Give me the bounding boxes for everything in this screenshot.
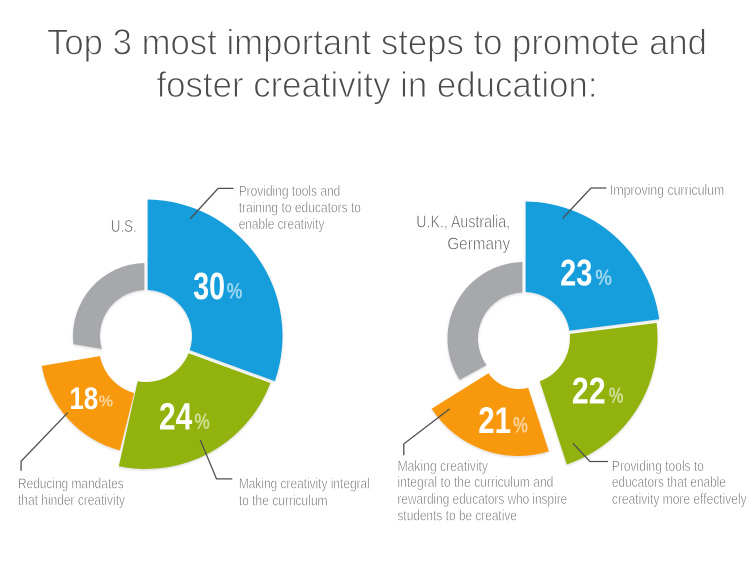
svg-text:Making creativity: Making creativity [398,459,489,475]
svg-text:%: % [513,413,528,438]
svg-text:Providing tools and: Providing tools and [239,184,341,200]
svg-text:U.S.: U.S. [111,216,137,236]
svg-text:Germany: Germany [447,234,510,254]
svg-text:Providing tools to: Providing tools to [612,459,704,475]
svg-text:Improving curriculum: Improving curriculum [610,183,724,199]
svg-text:to the curriculum: to the curriculum [239,494,328,510]
svg-text:U.K., Australia,: U.K., Australia, [416,211,510,231]
svg-text:creativity more effectively: creativity more effectively [612,492,747,508]
svg-text:that hinder creativity: that hinder creativity [18,493,126,509]
svg-text:%: % [194,409,209,434]
svg-text:%: % [99,394,114,411]
svg-text:integral to the curriculum and: integral to the curriculum and [398,475,554,491]
svg-text:students to be creative: students to be creative [398,509,517,525]
svg-text:Top 3 most important steps to: Top 3 most important steps to promote an… [47,22,707,63]
svg-text:%: % [609,383,624,408]
svg-text:22: 22 [572,370,606,412]
svg-text:training to educators to: training to educators to [239,200,361,216]
svg-text:Reducing mandates: Reducing mandates [18,477,124,493]
svg-text:enable creativity: enable creativity [239,217,325,233]
svg-text:%: % [227,279,243,304]
svg-text:21: 21 [478,399,511,441]
svg-text:24: 24 [159,396,192,438]
svg-text:30: 30 [193,266,225,308]
svg-text:23: 23 [560,252,592,294]
svg-text:rewarding educators who inspir: rewarding educators who inspire [398,492,568,508]
svg-text:foster creativity in education: foster creativity in education: [157,64,598,105]
svg-text:Making creativity integral: Making creativity integral [239,476,370,492]
svg-text:%: % [595,265,612,290]
svg-text:18: 18 [69,381,98,416]
svg-text:educators that enable: educators that enable [612,475,726,491]
